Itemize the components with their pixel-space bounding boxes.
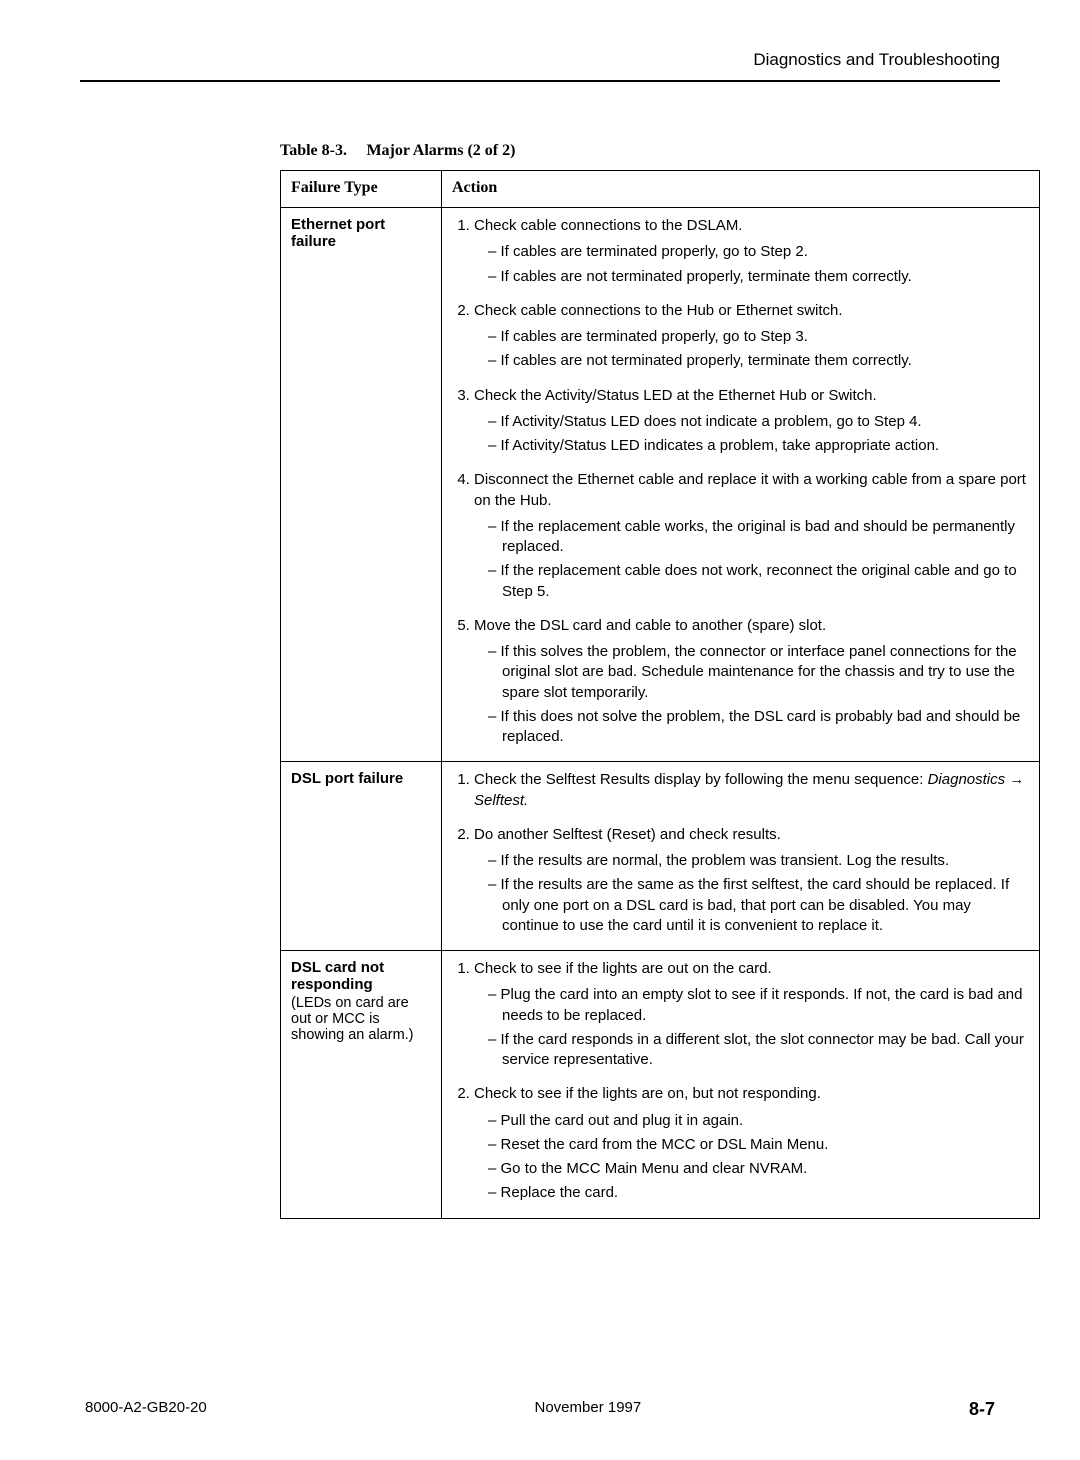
- step-sub-item: Go to the MCC Main Menu and clear NVRAM.: [488, 1159, 1029, 1179]
- action-step: Check cable connections to the Hub or Et…: [474, 301, 1029, 372]
- step-sub-item: If this solves the problem, the connecto…: [488, 642, 1029, 703]
- failure-type-cell: Ethernet port failure: [281, 208, 442, 762]
- step-text: Check cable connections to the Hub or Et…: [474, 302, 843, 319]
- step-text: Check cable connections to the DSLAM.: [474, 217, 742, 234]
- action-step: Do another Selftest (Reset) and check re…: [474, 825, 1029, 936]
- section-title: Diagnostics and Troubleshooting: [753, 50, 1000, 69]
- step-sub-item: If the results are the same as the first…: [488, 875, 1029, 936]
- step-sub-item: Reset the card from the MCC or DSL Main …: [488, 1135, 1029, 1155]
- step-text: Check the Activity/Status LED at the Eth…: [474, 387, 877, 404]
- table-number: Table 8-3.: [280, 142, 347, 159]
- table-title: Major Alarms (2 of 2): [366, 142, 515, 159]
- step-sub-item: If this does not solve the problem, the …: [488, 707, 1029, 748]
- footer-doc-id: 8000-A2-GB20-20: [85, 1399, 207, 1420]
- failure-title: Ethernet port failure: [291, 216, 385, 250]
- step-sub-item: If cables are not terminated properly, t…: [488, 267, 1029, 287]
- step-sub-item: If cables are terminated properly, go to…: [488, 327, 1029, 347]
- step-text: Check to see if the lights are out on th…: [474, 960, 772, 977]
- action-cell: Check the Selftest Results display by fo…: [442, 762, 1040, 951]
- footer-page: 8-7: [969, 1399, 995, 1420]
- action-step: Check to see if the lights are out on th…: [474, 959, 1029, 1070]
- page-header: Diagnostics and Troubleshooting: [80, 50, 1000, 82]
- action-cell: Check to see if the lights are out on th…: [442, 951, 1040, 1219]
- action-step: Disconnect the Ethernet cable and replac…: [474, 470, 1029, 602]
- step-text: Check the Selftest Results display by fo…: [474, 771, 928, 788]
- failure-subtitle: (LEDs on card are out or MCC is showing …: [291, 995, 431, 1043]
- action-cell: Check cable connections to the DSLAM. If …: [442, 208, 1040, 762]
- action-step: Check the Activity/Status LED at the Eth…: [474, 386, 1029, 457]
- failure-type-cell: DSL card not responding(LEDs on card are…: [281, 951, 442, 1219]
- step-sub-item: If the replacement cable does not work, …: [488, 561, 1029, 602]
- action-step: Check cable connections to the DSLAM. If …: [474, 216, 1029, 287]
- failure-type-cell: DSL port failure: [281, 762, 442, 951]
- action-step: Check the Selftest Results display by fo…: [474, 770, 1029, 811]
- action-step: Move the DSL card and cable to another (…: [474, 616, 1029, 748]
- step-sub-item: If Activity/Status LED does not indicate…: [488, 412, 1029, 432]
- step-sub-item: If the replacement cable works, the orig…: [488, 517, 1029, 558]
- step-text: Disconnect the Ethernet cable and replac…: [474, 471, 1026, 508]
- footer-date: November 1997: [535, 1399, 642, 1420]
- step-sub-item: Pull the card out and plug it in again.: [488, 1111, 1029, 1131]
- step-sub-item: If the card responds in a different slot…: [488, 1030, 1029, 1071]
- failure-title: DSL port failure: [291, 770, 403, 787]
- step-text: Move the DSL card and cable to another (…: [474, 617, 826, 634]
- step-sub-item: Plug the card into an empty slot to see …: [488, 985, 1029, 1026]
- failure-title: DSL card not responding: [291, 959, 384, 993]
- action-step: Check to see if the lights are on, but n…: [474, 1084, 1029, 1203]
- step-text: Do another Selftest (Reset) and check re…: [474, 826, 781, 843]
- table-caption: Table 8-3. Major Alarms (2 of 2): [280, 142, 1000, 160]
- step-sub-item: If Activity/Status LED indicates a probl…: [488, 436, 1029, 456]
- step-sub-item: If cables are not terminated properly, t…: [488, 351, 1029, 371]
- col-action: Action: [442, 171, 1040, 208]
- page-footer: 8000-A2-GB20-20 November 1997 8-7: [80, 1399, 1000, 1420]
- step-text: Check to see if the lights are on, but n…: [474, 1085, 821, 1102]
- major-alarms-table: Failure Type Action Ethernet port failur…: [280, 170, 1040, 1219]
- col-failure-type: Failure Type: [281, 171, 442, 208]
- step-sub-item: If the results are normal, the problem w…: [488, 851, 1029, 871]
- step-sub-item: Replace the card.: [488, 1183, 1029, 1203]
- step-sub-item: If cables are terminated properly, go to…: [488, 242, 1029, 262]
